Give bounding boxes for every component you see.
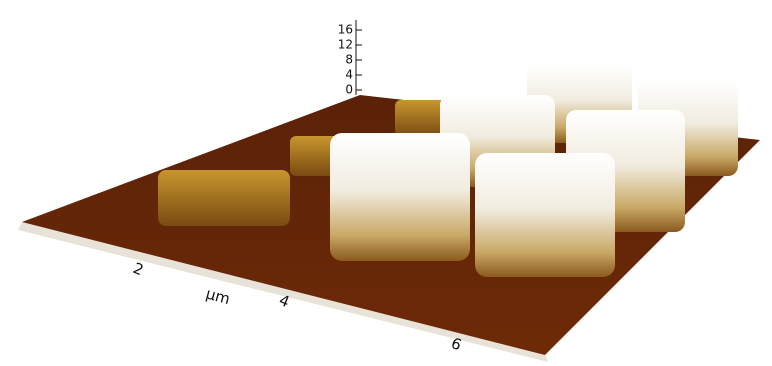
z-tick-label: 8 — [345, 53, 353, 67]
afm-surface: 16 12 8 4 0 2 4 6 µm — [0, 0, 772, 362]
x-tick-label: 2 — [131, 259, 147, 279]
pillar — [475, 153, 615, 277]
z-axis: 16 12 8 4 0 — [338, 20, 362, 97]
z-tick-label: 12 — [338, 38, 353, 52]
pillar — [330, 133, 470, 261]
z-tick-label: 16 — [338, 23, 353, 37]
z-tick-label: 4 — [345, 68, 353, 82]
scene — [18, 65, 760, 362]
low-block — [158, 170, 290, 226]
z-tick-label: 0 — [345, 83, 353, 97]
x-axis-label: µm — [204, 284, 232, 308]
